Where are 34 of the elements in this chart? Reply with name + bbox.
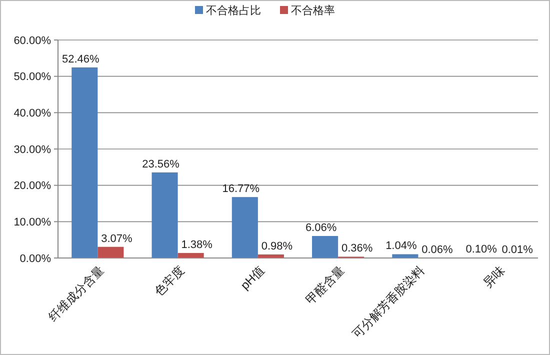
bar: [98, 246, 124, 258]
data-label: 6.06%: [305, 222, 337, 234]
data-label: 0.06%: [422, 244, 454, 256]
x-tick-label: 纤维成分含量: [46, 263, 107, 324]
y-tick-label: 10.00%: [14, 216, 52, 229]
data-label: 0.98%: [261, 240, 293, 252]
x-tick-label: 可分解芳香胺染料: [350, 263, 428, 341]
data-label: 23.56%: [142, 158, 180, 170]
data-label: 0.36%: [341, 242, 373, 255]
y-tick-label: 30.00%: [14, 144, 52, 156]
bar: [392, 254, 418, 258]
x-tick-label: 色牢度: [152, 263, 187, 299]
data-label: 3.07%: [101, 232, 132, 245]
data-label: 1.38%: [181, 238, 213, 251]
x-tick-label: 甲醛含量: [303, 263, 348, 308]
x-tick-label: 异味: [480, 263, 508, 290]
y-tick-label: 40.00%: [14, 108, 52, 120]
bar: [152, 172, 178, 258]
legend-label: 不合格率: [291, 4, 335, 17]
data-label: 0.01%: [502, 244, 534, 256]
y-tick-label: 20.00%: [14, 180, 52, 192]
data-label: 16.77%: [222, 183, 260, 196]
x-tick-label: pH值: [238, 263, 268, 292]
data-label: 1.04%: [386, 240, 417, 252]
y-tick-label: 0.00%: [20, 252, 52, 265]
bar: [178, 252, 204, 258]
data-label: 52.46%: [62, 53, 100, 66]
y-tick-label: 50.00%: [14, 71, 52, 84]
legend-label: 不合格占比: [206, 4, 261, 17]
y-tick-label: 60.00%: [14, 34, 52, 47]
bar: [72, 67, 98, 258]
bar: [232, 197, 258, 258]
data-label: 0.10%: [466, 244, 498, 256]
bar: [312, 236, 338, 258]
